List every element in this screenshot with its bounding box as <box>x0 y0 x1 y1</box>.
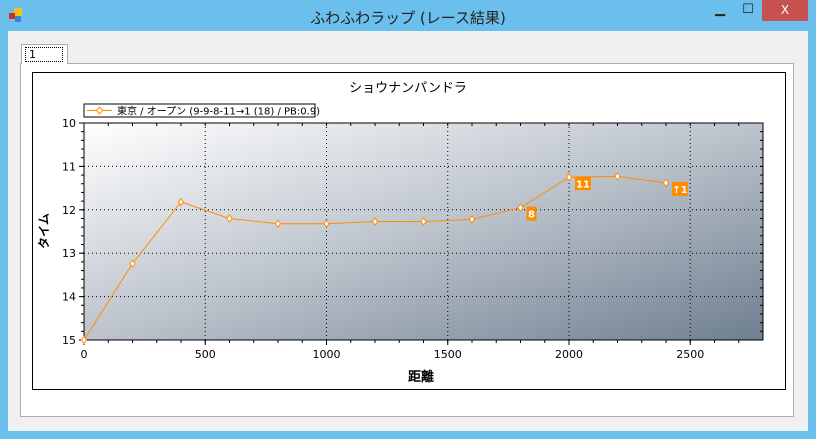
y-tick-label: 13 <box>62 247 76 260</box>
data-point <box>662 178 670 188</box>
data-point <box>371 217 379 226</box>
data-point <box>274 219 282 229</box>
y-tick-label: 14 <box>62 291 76 304</box>
y-tick-label: 12 <box>62 204 76 217</box>
data-point <box>129 259 136 268</box>
app-icon <box>9 8 22 22</box>
data-point <box>420 217 427 226</box>
title-bar: ふわふわラップ (レース結果) ▁ ☐ X <box>0 0 816 31</box>
x-tick-label: 1000 <box>313 348 341 361</box>
x-tick-label: 2500 <box>676 348 704 361</box>
x-tick-label: 2000 <box>555 348 583 361</box>
data-label: 8 <box>528 210 535 221</box>
data-label-box <box>672 181 688 196</box>
legend: 東京 / オープン (9-9-8-11→1 (18) / PB:0.9) <box>83 103 320 118</box>
data-label-box <box>526 206 537 221</box>
y-tick-label: 11 <box>62 160 76 173</box>
y-tick-label: 10 <box>62 117 76 130</box>
legend-label: 東京 / オープン (9-9-8-11→1 (18) / PB:0.9) <box>117 105 320 118</box>
x-tick-label: 0 <box>81 348 88 361</box>
y-tick-label: 15 <box>62 334 76 347</box>
maximize-button[interactable]: ☐ <box>742 2 754 17</box>
data-label: ↑1 <box>672 185 687 196</box>
x-tick-label: 1500 <box>434 348 462 361</box>
legend-marker <box>95 106 104 115</box>
data-point <box>177 197 185 207</box>
close-button[interactable]: X <box>762 0 808 21</box>
data-point <box>226 214 233 223</box>
chart-title: ショウナンパンドラ <box>349 81 467 96</box>
y-axis-label: タイム <box>37 213 51 249</box>
data-point <box>323 219 330 229</box>
data-point <box>80 335 88 345</box>
window-title: ふわふわラップ (レース結果) <box>310 9 506 27</box>
data-point <box>468 214 476 224</box>
data-point <box>614 172 621 181</box>
data-point <box>565 172 573 182</box>
data-label: 11 <box>576 179 590 190</box>
plot-area <box>83 122 764 341</box>
x-axis-label: 距離 <box>408 369 434 385</box>
tab-1[interactable]: 1 <box>21 44 68 64</box>
x-tick-label: 500 <box>195 348 216 361</box>
data-point <box>517 203 524 212</box>
minimize-button[interactable]: ▁ <box>715 2 725 17</box>
data-label-box <box>575 176 591 191</box>
tab-label: 1 <box>25 47 63 62</box>
